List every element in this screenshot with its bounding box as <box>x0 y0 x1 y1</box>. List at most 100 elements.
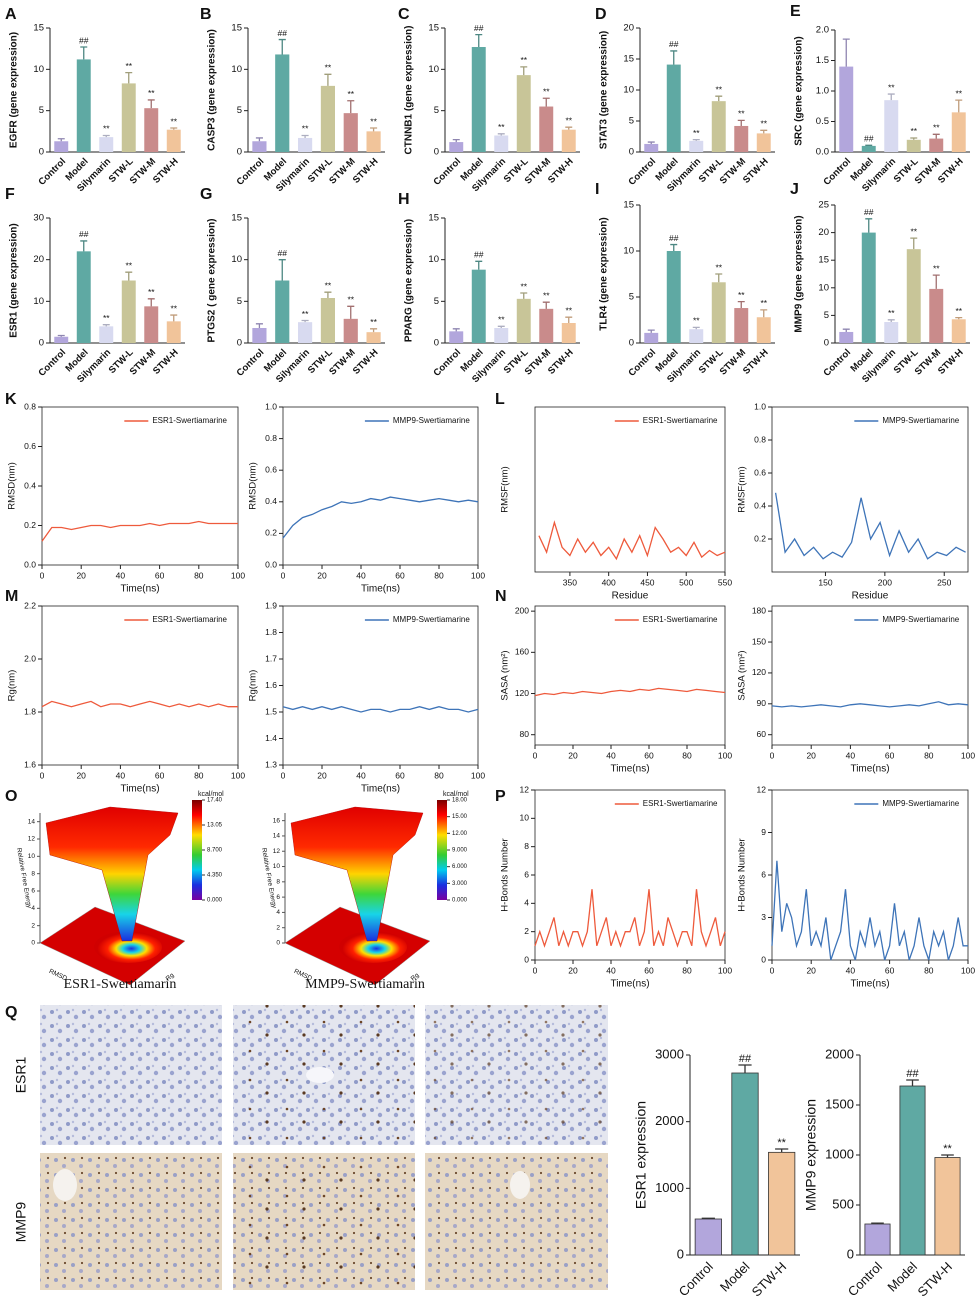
y-tick-label: 10 <box>428 254 439 265</box>
series-line <box>774 492 966 560</box>
error-bar <box>80 46 88 60</box>
y-tick-label: 15 <box>623 200 634 211</box>
bar <box>366 332 381 343</box>
y-tick-label: 10 <box>231 254 242 265</box>
bar <box>494 135 509 152</box>
significance: ** <box>933 263 940 273</box>
colorbar-tick-label: 0.000 <box>207 898 223 904</box>
error-bar <box>452 138 460 143</box>
x-tick-label: Control <box>676 1259 716 1299</box>
y-axis-label: MMP9 expression <box>803 1099 819 1211</box>
axis <box>444 28 580 153</box>
y-tick-label: 5 <box>237 296 242 307</box>
y-tick-label: 1.8 <box>265 627 277 637</box>
significance: ** <box>777 1137 786 1149</box>
legend-label: MMP9-Swertiamarine <box>393 416 470 425</box>
x-tick-label: 40 <box>116 770 126 780</box>
bar <box>864 1223 891 1256</box>
x-tick-label: STW-H <box>936 156 966 186</box>
y-tick-label: 1.9 <box>265 600 277 610</box>
bar <box>343 113 358 152</box>
x-tick-label: 20 <box>317 570 327 580</box>
y-tick-label: 1.5 <box>816 55 829 66</box>
significance: ## <box>474 23 484 33</box>
significance: ** <box>565 115 572 125</box>
y-tick-label: 0.4 <box>24 480 36 490</box>
x-tick-label: STW-H <box>741 347 771 377</box>
x-tick-label: 80 <box>194 570 204 580</box>
x-tick-label: STW-H <box>351 156 381 186</box>
x-axis-label: Time(ns) <box>610 979 649 990</box>
bar <box>711 282 726 343</box>
y-tick-label: 0.6 <box>754 467 766 477</box>
y-tick-label: 160 <box>515 647 529 657</box>
y-tick-label: 5 <box>237 105 242 116</box>
y-tick-label: 0.0 <box>816 147 829 158</box>
y-axis-label: TLR4 (gene expression) <box>599 217 610 330</box>
panel-letter: H <box>398 191 410 208</box>
bar <box>951 112 966 152</box>
y-axis-label: CASP3 (gene expression) <box>207 29 218 151</box>
x-tick-label: 100 <box>471 570 485 580</box>
y-tick-label: 4 <box>524 898 529 908</box>
z-tick-label: 6 <box>276 894 280 901</box>
y-tick-label: 2 <box>524 926 529 936</box>
error-bar <box>497 133 505 136</box>
x-tick-label: Control <box>431 347 463 379</box>
y-tick-label: 15 <box>231 23 242 34</box>
x-tick-label: 400 <box>602 577 616 587</box>
colorbar-label: kcal/mol <box>198 791 224 798</box>
bar <box>768 1151 796 1256</box>
y-tick-label: 1.3 <box>265 759 277 769</box>
bar <box>644 332 659 343</box>
x-tick-label: 500 <box>679 577 693 587</box>
axis <box>247 218 385 344</box>
error-bar <box>842 328 850 332</box>
y-tick-label: 0.2 <box>754 533 766 543</box>
error-bar <box>147 298 155 307</box>
x-tick-label: 40 <box>356 570 366 580</box>
colorbar-tick-label: 17.40 <box>207 798 223 804</box>
series-line <box>534 687 726 697</box>
y-tick-label: 1000 <box>825 1146 854 1161</box>
x-axis-label: Time(ns) <box>120 584 159 595</box>
y-tick-label: 15 <box>231 213 242 224</box>
x-tick-label: 0 <box>281 570 286 580</box>
y-tick-label: 30 <box>33 213 44 224</box>
colorbar-tick-label: 3.000 <box>452 881 468 887</box>
y-axis-label: STAT3 (gene expression) <box>599 31 610 150</box>
y-tick-label: 3 <box>761 912 766 922</box>
y-tick-label: 10 <box>520 813 530 823</box>
y-tick-label: 8 <box>524 841 529 851</box>
error-bar <box>80 240 88 252</box>
x-tick-label: STW-H <box>151 347 181 377</box>
x-tick-label: 100 <box>718 750 732 760</box>
bar <box>666 251 681 343</box>
panel-letter: B <box>200 6 212 23</box>
error-bar <box>475 33 483 48</box>
stain <box>425 1005 608 1145</box>
y-tick-label: 10 <box>33 64 44 75</box>
x-tick-label: 80 <box>682 750 692 760</box>
bar <box>166 129 181 152</box>
colorbar-tick-label: 8.700 <box>207 848 223 854</box>
x-tick-label: 450 <box>640 577 654 587</box>
axis <box>49 218 185 344</box>
error-bar <box>370 127 378 132</box>
bar <box>144 306 159 343</box>
x-tick-label: STW-H <box>351 347 381 377</box>
plot-frame <box>534 605 726 746</box>
bar <box>516 298 531 343</box>
axis <box>444 218 580 344</box>
z-tick-label: 0 <box>31 940 35 947</box>
legend-label: MMP9-Swertiamarine <box>882 615 959 624</box>
z-tick-label: 14 <box>28 818 36 825</box>
bar <box>275 54 290 152</box>
significance: ** <box>498 315 505 325</box>
bar <box>144 108 159 152</box>
y-tick-label: 20 <box>818 227 829 238</box>
significance: ** <box>103 313 110 323</box>
y-axis-label: PTGS2 ( gene expression) <box>207 219 218 343</box>
y-axis-label: MMP9 (gene expression) <box>794 215 805 332</box>
x-tick-label: Control <box>626 156 658 188</box>
